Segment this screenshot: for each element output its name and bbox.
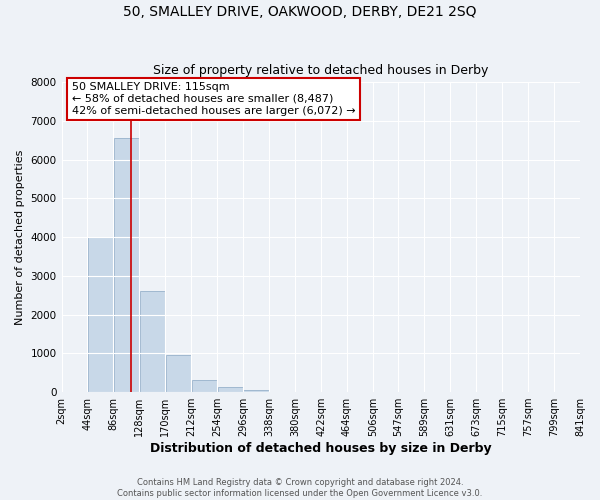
Bar xyxy=(114,138,139,392)
X-axis label: Distribution of detached houses by size in Derby: Distribution of detached houses by size … xyxy=(150,442,491,455)
Bar xyxy=(166,356,191,392)
Bar xyxy=(191,380,217,392)
Text: 50 SMALLEY DRIVE: 115sqm
← 58% of detached houses are smaller (8,487)
42% of sem: 50 SMALLEY DRIVE: 115sqm ← 58% of detach… xyxy=(72,82,356,116)
Y-axis label: Number of detached properties: Number of detached properties xyxy=(15,150,25,325)
Title: Size of property relative to detached houses in Derby: Size of property relative to detached ho… xyxy=(153,64,488,77)
Bar xyxy=(244,390,269,392)
Text: 50, SMALLEY DRIVE, OAKWOOD, DERBY, DE21 2SQ: 50, SMALLEY DRIVE, OAKWOOD, DERBY, DE21 … xyxy=(123,5,477,19)
Bar xyxy=(140,292,165,392)
Bar xyxy=(218,387,243,392)
Bar xyxy=(88,237,113,392)
Text: Contains HM Land Registry data © Crown copyright and database right 2024.
Contai: Contains HM Land Registry data © Crown c… xyxy=(118,478,482,498)
